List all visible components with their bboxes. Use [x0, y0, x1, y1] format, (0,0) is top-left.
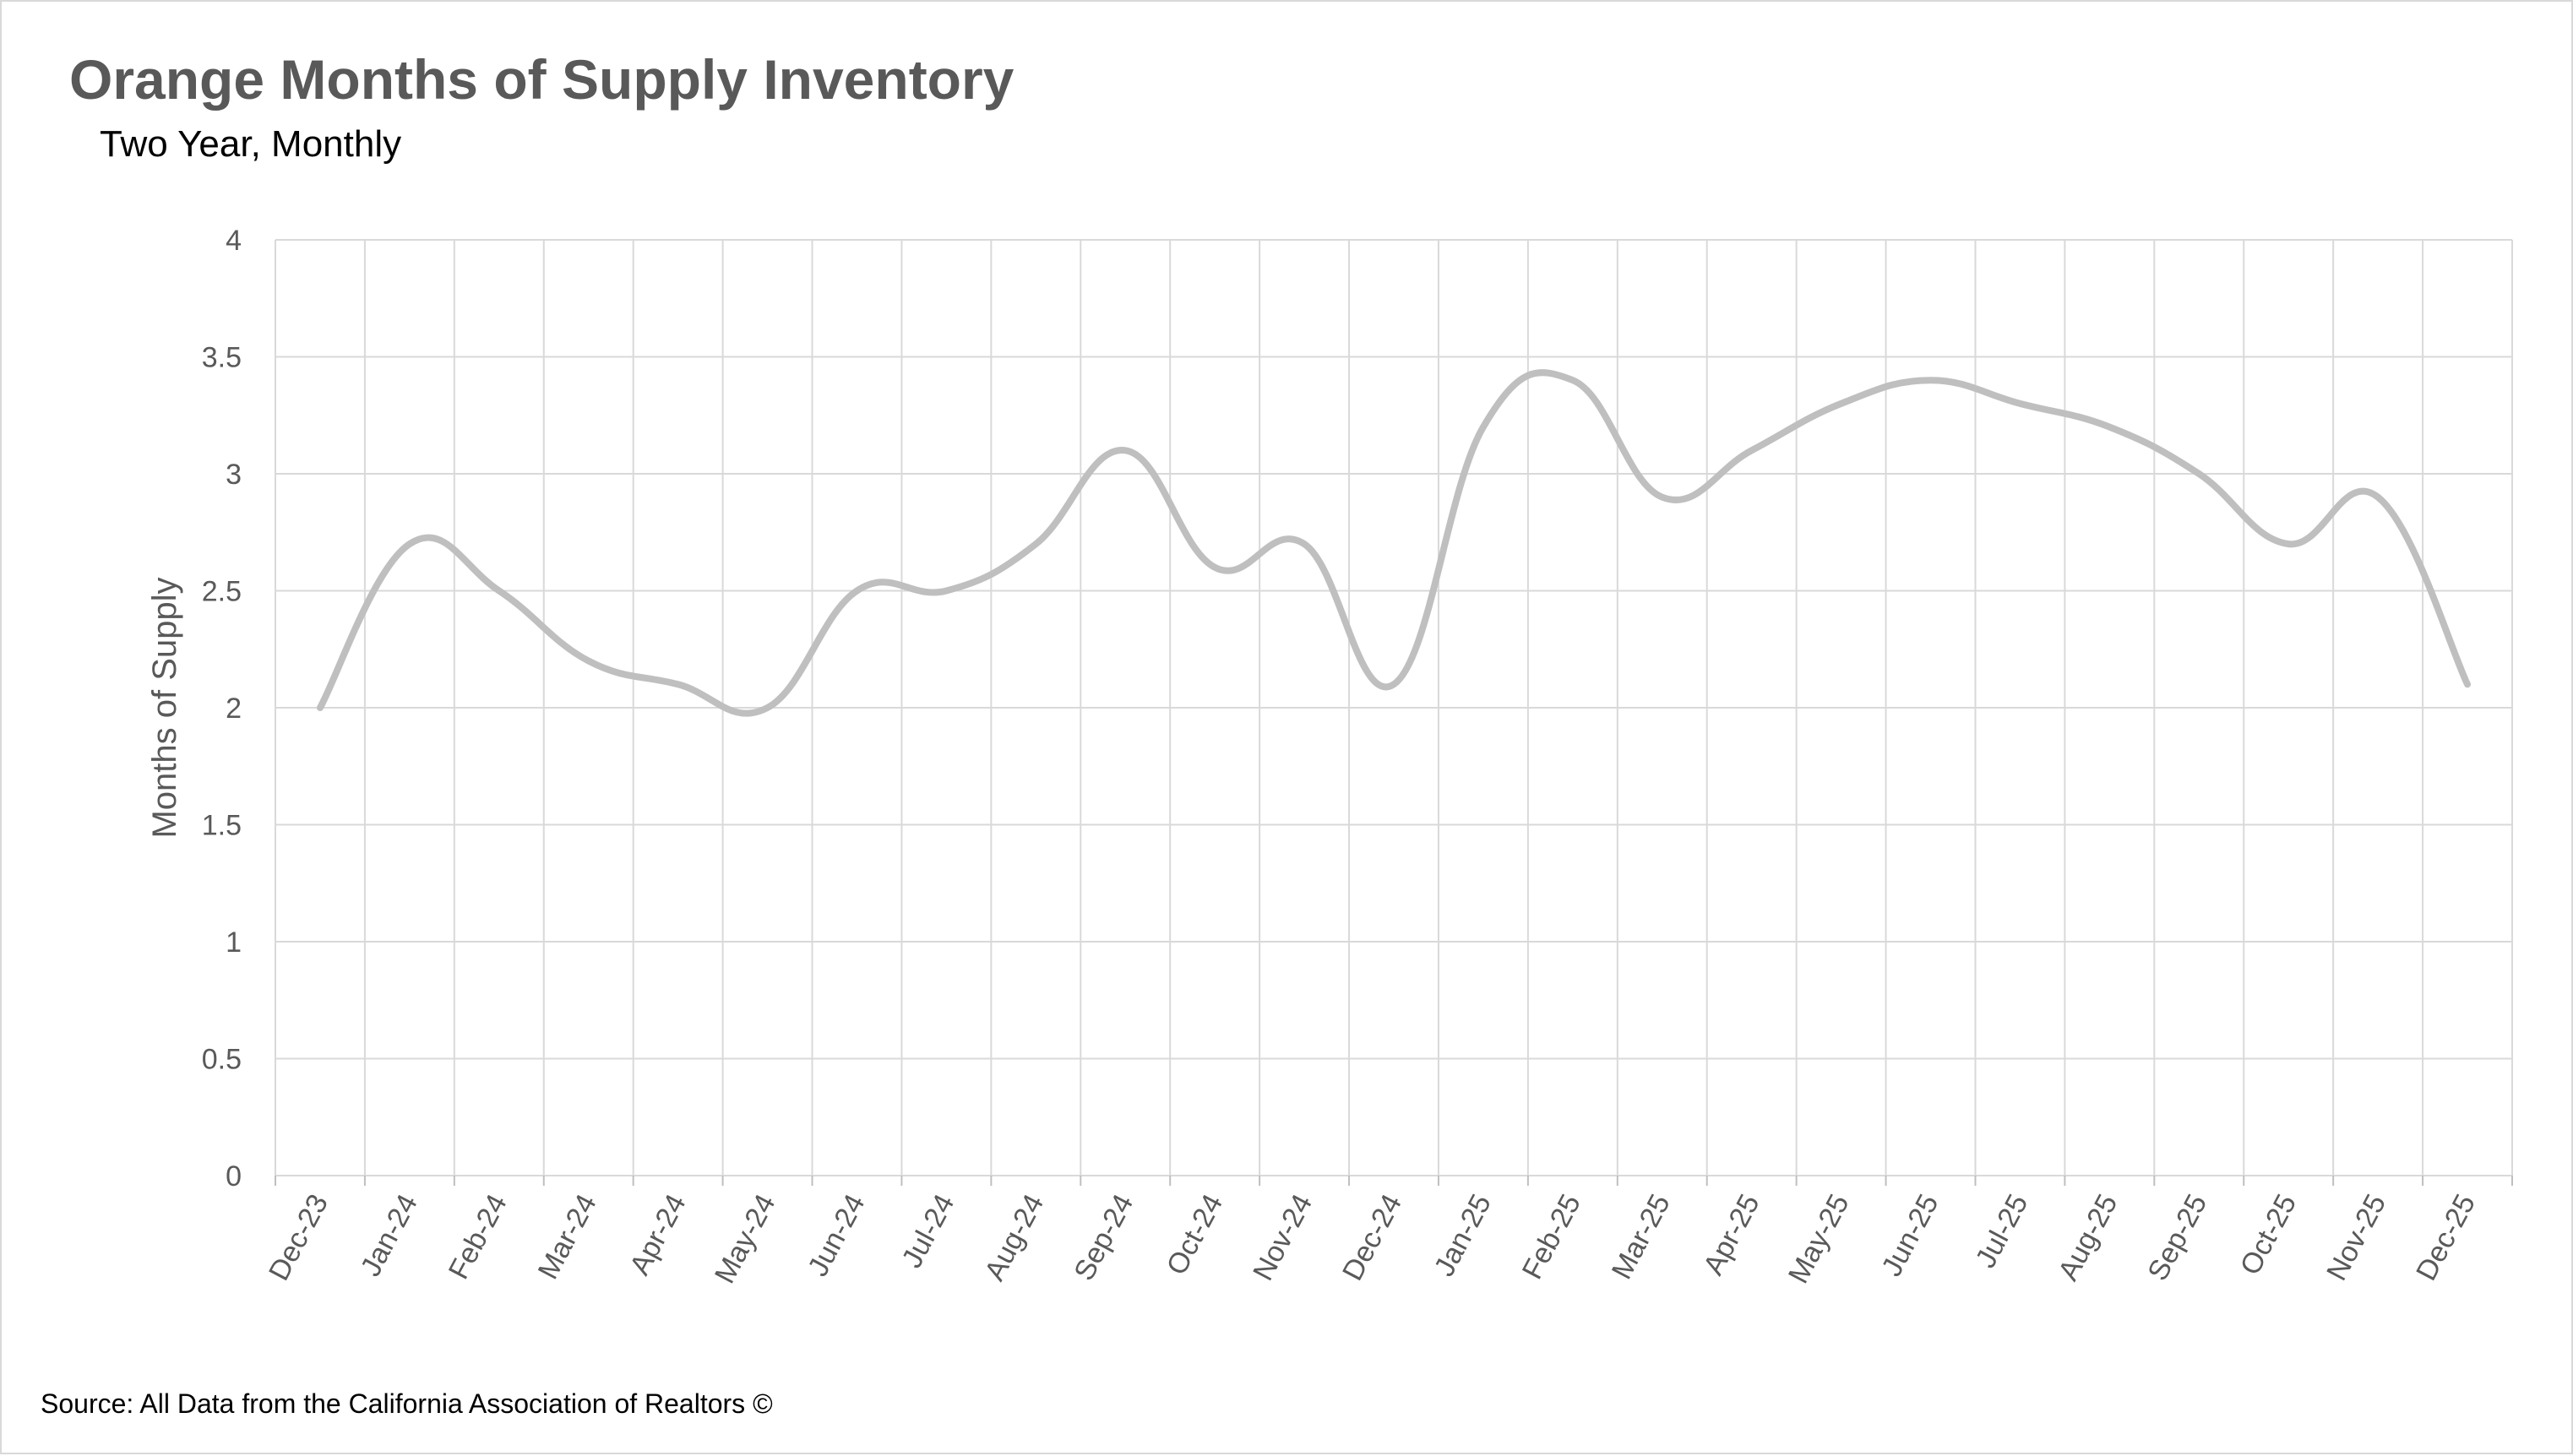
- source-note: Source: All Data from the California Ass…: [41, 1388, 773, 1419]
- x-tick-label: May-24: [709, 1189, 782, 1289]
- x-axis-ticks: Dec-23 Jan-24 Feb-24 Mar-24 Apr-24 May-24 Jun-…: [263, 1189, 2482, 1289]
- x-tick-label: Jan-24: [355, 1189, 424, 1282]
- x-tick-label: Jun-25: [1875, 1189, 1945, 1282]
- x-tick-label: Feb-24: [443, 1189, 514, 1285]
- y-tick-label: 1.5: [202, 810, 242, 842]
- series-line: [316, 369, 2472, 717]
- x-tick-label: Oct-24: [1161, 1189, 1229, 1280]
- x-tick-label: Apr-25: [1697, 1189, 1765, 1280]
- x-tick-label: Nov-25: [2320, 1189, 2392, 1286]
- x-tick-label: Aug-24: [978, 1189, 1050, 1286]
- x-tick-label: Dec-25: [2410, 1189, 2482, 1286]
- x-tick-label: Mar-24: [532, 1189, 603, 1285]
- x-tick-label: Jul-24: [895, 1189, 960, 1274]
- y-axis-title: Months of Supply: [146, 577, 183, 838]
- chart-title: Orange Months of Supply Inventory: [69, 48, 1015, 111]
- x-tick-label: Oct-25: [2234, 1189, 2303, 1280]
- y-tick-label: 2.5: [202, 576, 242, 608]
- x-tick-label: Sep-24: [1068, 1189, 1140, 1286]
- x-tick-label: Aug-25: [2052, 1189, 2124, 1286]
- x-tick-label: Jun-24: [802, 1189, 871, 1282]
- y-tick-label: 0.5: [202, 1044, 242, 1076]
- x-tick-label: May-25: [1782, 1189, 1856, 1289]
- y-tick-label: 2: [226, 693, 242, 725]
- grid-layer: [275, 239, 2513, 1186]
- x-tick-label: Feb-25: [1516, 1189, 1587, 1285]
- y-tick-label: 0: [226, 1160, 242, 1193]
- y-tick-label: 3: [226, 459, 242, 491]
- x-tick-label: Jan-25: [1428, 1189, 1498, 1282]
- y-tick-label: 4: [226, 225, 242, 257]
- chart-subtitle: Two Year, Monthly: [100, 123, 402, 165]
- x-tick-label: Sep-25: [2141, 1189, 2213, 1286]
- x-tick-label: Nov-24: [1247, 1189, 1319, 1286]
- y-tick-label: 3.5: [202, 342, 242, 374]
- x-tick-label: Apr-24: [623, 1189, 692, 1280]
- series-layer: [316, 369, 2472, 717]
- x-tick-label: Jul-25: [1969, 1189, 2034, 1274]
- y-tick-label: 1: [226, 926, 242, 959]
- x-tick-label: Dec-24: [1336, 1189, 1408, 1286]
- x-tick-label: Mar-25: [1606, 1189, 1677, 1285]
- y-axis-ticks: 0 0.5 1 1.5 2 2.5 3 3.5 4: [202, 225, 242, 1193]
- x-tick-label: Dec-23: [263, 1189, 335, 1286]
